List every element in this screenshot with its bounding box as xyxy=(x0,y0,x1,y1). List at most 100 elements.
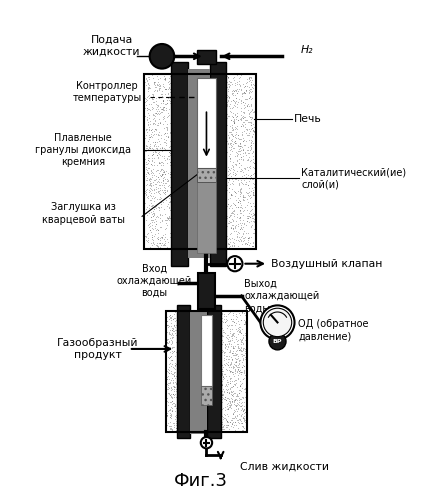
Point xyxy=(148,173,155,181)
Point xyxy=(209,228,216,236)
Point xyxy=(174,424,181,432)
Point xyxy=(174,312,181,320)
Point xyxy=(225,130,232,138)
Point xyxy=(188,352,195,360)
Point xyxy=(211,162,218,170)
Point xyxy=(170,72,177,80)
Point xyxy=(185,121,192,129)
Point xyxy=(214,86,220,94)
Point xyxy=(145,188,152,196)
Point xyxy=(229,334,236,342)
Point xyxy=(191,80,198,88)
Point xyxy=(169,199,176,207)
Point xyxy=(220,124,227,132)
Point xyxy=(210,394,217,402)
Point xyxy=(215,216,221,224)
Point xyxy=(206,325,213,333)
Point xyxy=(219,310,226,318)
Point xyxy=(215,81,221,89)
Point xyxy=(247,128,254,136)
Point xyxy=(183,86,190,94)
Point xyxy=(195,211,201,219)
Point xyxy=(173,222,180,230)
Point xyxy=(247,102,254,110)
Point xyxy=(191,240,198,248)
Point xyxy=(241,82,248,90)
Point xyxy=(216,410,223,418)
Point xyxy=(154,225,161,233)
Point xyxy=(246,218,253,226)
Point xyxy=(201,380,208,388)
Point xyxy=(212,416,219,424)
Point xyxy=(192,86,198,94)
Point xyxy=(173,350,180,358)
Point xyxy=(239,308,246,316)
Point xyxy=(212,320,218,328)
Point xyxy=(212,376,219,384)
Point xyxy=(157,74,164,82)
Point xyxy=(181,332,188,340)
Point xyxy=(238,368,245,376)
Point xyxy=(197,362,204,370)
Point xyxy=(195,81,202,89)
Point xyxy=(218,101,225,109)
Point xyxy=(163,235,170,243)
Point xyxy=(184,220,191,228)
Point xyxy=(177,350,184,358)
Point xyxy=(216,132,223,140)
Point xyxy=(212,308,218,316)
Point xyxy=(226,166,233,173)
Point xyxy=(229,321,236,329)
Point xyxy=(177,90,184,98)
Point xyxy=(193,115,200,123)
Point xyxy=(238,113,245,121)
Point xyxy=(143,244,150,252)
Point xyxy=(165,400,171,408)
Point xyxy=(236,199,243,207)
Point xyxy=(175,192,181,200)
Point xyxy=(201,416,207,424)
Point xyxy=(148,239,154,247)
Point xyxy=(156,146,163,154)
Point xyxy=(155,158,162,166)
Point xyxy=(180,196,187,204)
Point xyxy=(173,192,179,200)
Point xyxy=(176,426,183,434)
Point xyxy=(172,86,179,94)
Point xyxy=(173,308,180,316)
Point xyxy=(198,130,205,138)
Point xyxy=(205,187,212,195)
Point xyxy=(186,232,192,240)
Point xyxy=(216,156,223,164)
Point xyxy=(235,164,242,172)
Point xyxy=(216,166,223,174)
Point xyxy=(200,130,207,138)
Point xyxy=(171,96,178,104)
Point xyxy=(215,210,222,218)
Point xyxy=(179,235,185,243)
Point xyxy=(250,158,257,166)
Point xyxy=(186,416,192,424)
Point xyxy=(182,368,189,376)
Point xyxy=(176,199,183,207)
Point xyxy=(144,142,151,150)
Point xyxy=(173,350,180,358)
Point xyxy=(229,122,235,130)
Point xyxy=(201,230,207,238)
Point xyxy=(173,182,180,190)
Point xyxy=(170,314,177,322)
Point xyxy=(218,188,224,196)
Point xyxy=(251,210,257,218)
Point xyxy=(203,238,210,246)
Point xyxy=(194,244,201,252)
Point xyxy=(223,232,230,239)
Point xyxy=(162,76,169,84)
Point xyxy=(217,100,223,108)
Point xyxy=(206,326,213,334)
Point xyxy=(157,144,164,152)
Point xyxy=(227,190,234,198)
Point xyxy=(230,382,237,390)
Point xyxy=(206,382,213,390)
Point xyxy=(160,205,167,213)
Point xyxy=(151,210,157,218)
